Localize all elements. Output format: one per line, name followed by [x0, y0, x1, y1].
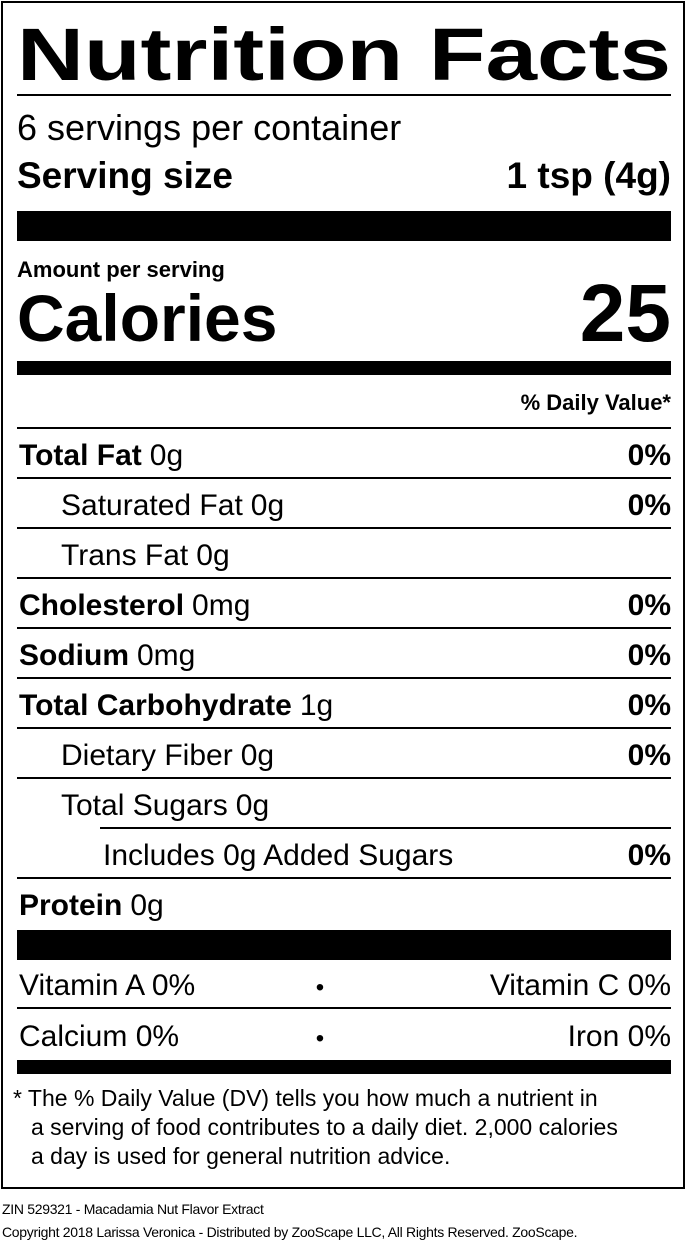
nutrient: Includes 0g Added Sugars [103, 839, 453, 872]
row-rule [17, 477, 671, 479]
daily-value: 0% [628, 639, 671, 672]
servings: 6 servings per container [17, 107, 401, 148]
nutrient-name: Saturated Fat [61, 489, 243, 522]
nutrient-amount: 0g [251, 489, 284, 522]
vitamin-rows: Vitamin A 0% • Vitamin C 0% Calcium 0% • Iron… [17, 969, 671, 1053]
footnote-line: a day is used for general nutrition advi… [31, 1143, 450, 1169]
footnote-line: * The % Daily Value (DV) tells you how m… [13, 1085, 598, 1111]
daily-value: 0% [628, 689, 671, 722]
daily-value: 0% [628, 489, 671, 522]
row-rule [17, 877, 671, 879]
nutrient: Total Sugars 0g [61, 789, 269, 822]
nutrient-amount: 0g [236, 789, 269, 822]
row-rule [17, 577, 671, 579]
nutrient: Saturated Fat 0g [61, 489, 284, 522]
nutrient-amount: 0g [196, 539, 229, 572]
nutrient: Total Fat 0g [19, 439, 183, 472]
footnote-line: a serving of food contributes to a daily… [31, 1114, 618, 1140]
label-border [1, 1, 685, 1189]
calories-value: 25 [580, 268, 671, 359]
nutrient-name: Total Carbohydrate [19, 689, 292, 722]
row-rule [17, 527, 671, 529]
daily-value: 0% [628, 839, 671, 872]
row-rule [17, 777, 671, 779]
nutrient-amount: 0mg [192, 589, 250, 622]
nutrient: Total Carbohydrate 1g [19, 689, 333, 722]
vitamin-right: Vitamin C 0% [490, 969, 671, 1002]
dv-header: % Daily Value* [521, 390, 672, 415]
nutrient-amount: 0g [130, 889, 163, 922]
vitamin-right: Iron 0% [568, 1020, 671, 1053]
nutrient: Cholesterol 0mg [19, 589, 250, 622]
nutrient-amount: 0mg [137, 639, 195, 672]
serving-size: 1 tsp (4g) [507, 155, 671, 196]
separator: • [316, 974, 324, 1001]
nutrient: Sodium 0mg [19, 639, 195, 672]
row-rule [17, 727, 671, 729]
nutrient-name: Includes 0g Added Sugars [103, 839, 453, 872]
nutrient-name: Protein [19, 889, 122, 922]
nutrient-name: Dietary Fiber [61, 739, 233, 772]
vitamin-left: Vitamin A 0% [19, 969, 195, 1002]
footer: ZIN 529321 - Macadamia Nut Flavor Extrac… [2, 1201, 578, 1240]
thick-bar [17, 211, 671, 241]
separator: • [316, 1025, 324, 1052]
row-rule [17, 1007, 671, 1009]
daily-value: 0% [628, 439, 671, 472]
rule [17, 94, 671, 96]
nutrient-amount: 0g [241, 739, 274, 772]
nutrient-name: Total Sugars [61, 789, 228, 822]
medium-bar [17, 361, 671, 375]
row-rule [17, 677, 671, 679]
medium-bar [17, 1060, 671, 1074]
nutrient-amount: 0g [150, 439, 183, 472]
footer-line: ZIN 529321 - Macadamia Nut Flavor Extrac… [2, 1201, 264, 1217]
nutrient-name: Sodium [19, 639, 129, 672]
footer-line: Copyright 2018 Larissa Veronica - Distri… [2, 1224, 577, 1240]
nutrient: Trans Fat 0g [61, 539, 230, 572]
nutrient-name: Cholesterol [19, 589, 184, 622]
title: Nutrition Facts [17, 13, 671, 96]
vitamin-left: Calcium 0% [19, 1020, 179, 1053]
nutrient: Dietary Fiber 0g [61, 739, 274, 772]
daily-value: 0% [628, 589, 671, 622]
thick-bar [17, 930, 671, 960]
nutrient-name: Trans Fat [61, 539, 189, 572]
nutrient-name: Total Fat [19, 439, 142, 472]
serving-size-label: Serving size [17, 155, 233, 196]
amount-label: Amount per serving [17, 257, 225, 282]
row-rule [100, 827, 671, 829]
calories-label: Calories [17, 281, 277, 355]
nutrient-rows: Total Fat 0g 0%Saturated Fat 0g 0%Trans Fat 0… [17, 427, 671, 922]
row-rule [17, 427, 671, 429]
nutrient-amount: 1g [300, 689, 333, 722]
nutrient: Protein 0g [19, 889, 164, 922]
daily-value: 0% [628, 739, 671, 772]
footnote: * The % Daily Value (DV) tells you how m… [13, 1085, 618, 1169]
row-rule [17, 627, 671, 629]
